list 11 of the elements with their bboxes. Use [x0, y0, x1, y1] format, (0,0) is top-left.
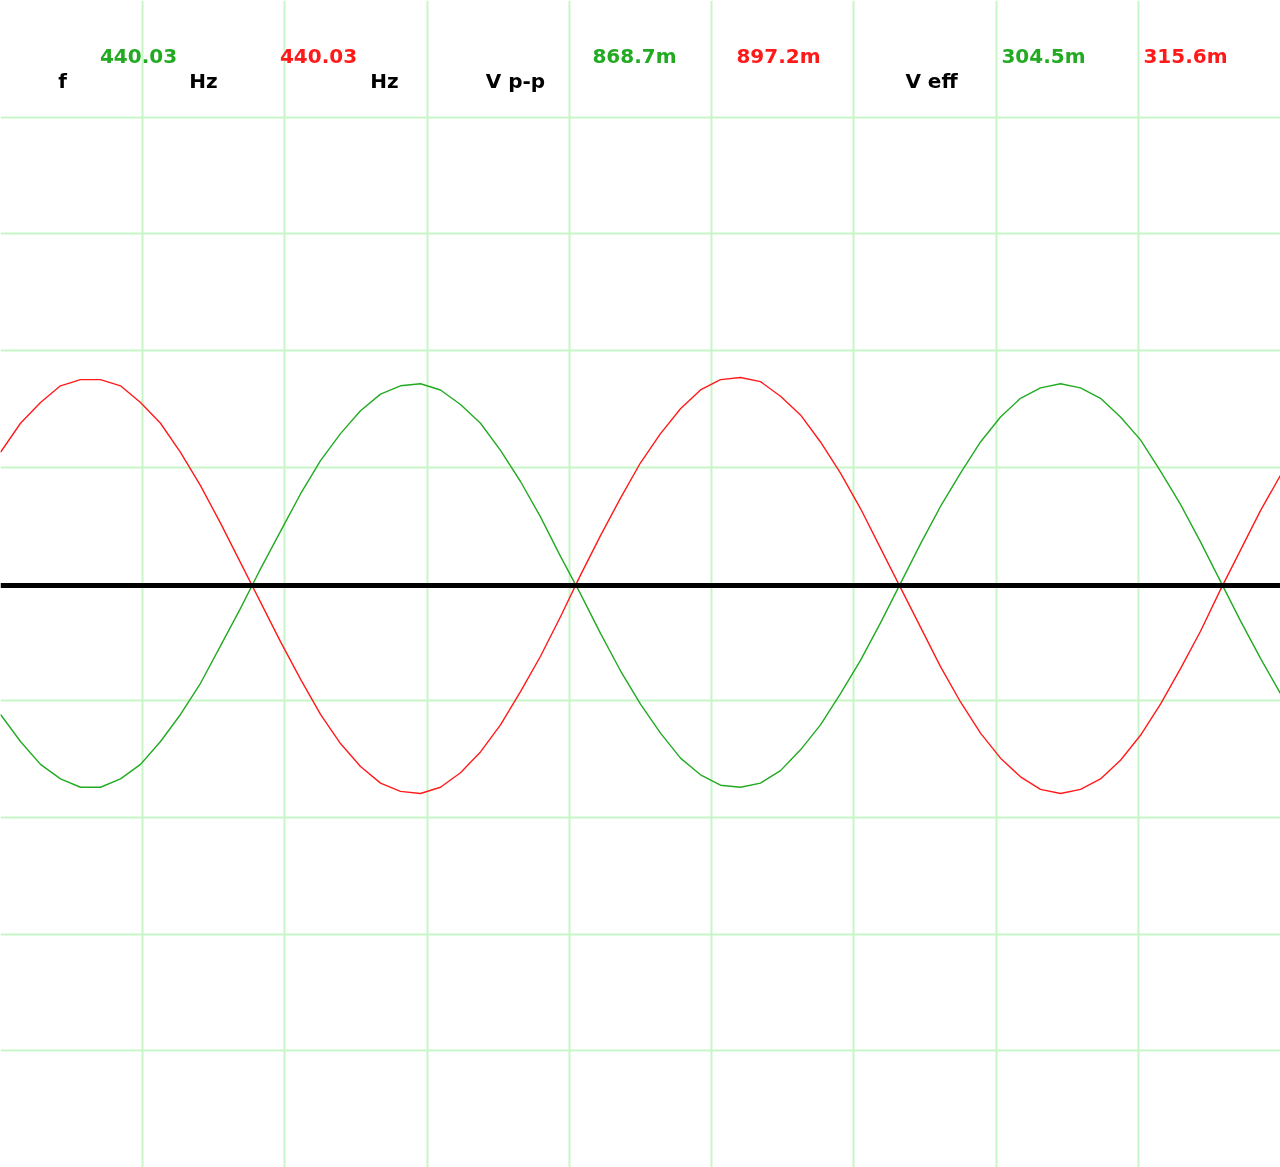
text: 315.6m [1143, 43, 1228, 68]
text: V eff [905, 68, 959, 93]
text: 304.5m [1001, 43, 1086, 68]
text: 440.03 [279, 43, 358, 68]
text: V p-p [485, 68, 546, 93]
text: Hz [189, 68, 218, 93]
text: 868.7m [592, 43, 677, 68]
text: f [58, 68, 68, 93]
text: 440.03 [99, 43, 178, 68]
text: Hz [370, 68, 399, 93]
text: 897.2m [736, 43, 821, 68]
